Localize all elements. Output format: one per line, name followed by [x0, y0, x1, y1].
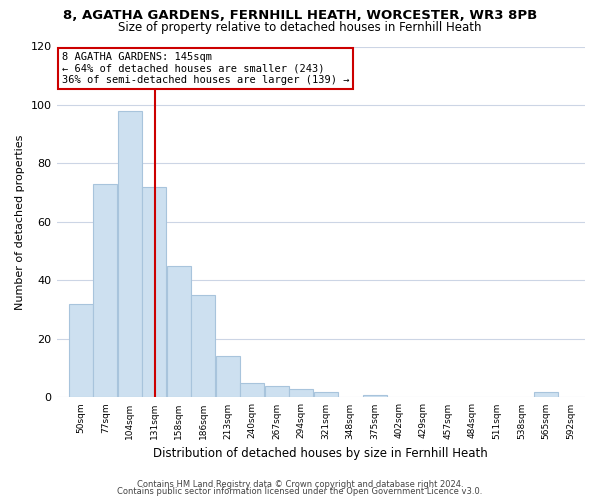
Bar: [265, 386, 289, 398]
Text: 8, AGATHA GARDENS, FERNHILL HEATH, WORCESTER, WR3 8PB: 8, AGATHA GARDENS, FERNHILL HEATH, WORCE…: [63, 9, 537, 22]
Text: Size of property relative to detached houses in Fernhill Heath: Size of property relative to detached ho…: [118, 21, 482, 34]
Bar: [289, 388, 313, 398]
Bar: [69, 304, 93, 398]
Bar: [362, 394, 386, 398]
Bar: [314, 392, 338, 398]
Bar: [191, 295, 215, 398]
Text: 8 AGATHA GARDENS: 145sqm
← 64% of detached houses are smaller (243)
36% of semi-: 8 AGATHA GARDENS: 145sqm ← 64% of detach…: [62, 52, 349, 85]
Bar: [534, 392, 558, 398]
Bar: [118, 111, 142, 398]
Bar: [94, 184, 118, 398]
X-axis label: Distribution of detached houses by size in Fernhill Heath: Distribution of detached houses by size …: [154, 447, 488, 460]
Bar: [216, 356, 240, 398]
Y-axis label: Number of detached properties: Number of detached properties: [15, 134, 25, 310]
Bar: [240, 383, 264, 398]
Bar: [167, 266, 191, 398]
Text: Contains HM Land Registry data © Crown copyright and database right 2024.: Contains HM Land Registry data © Crown c…: [137, 480, 463, 489]
Text: Contains public sector information licensed under the Open Government Licence v3: Contains public sector information licen…: [118, 487, 482, 496]
Bar: [142, 187, 166, 398]
